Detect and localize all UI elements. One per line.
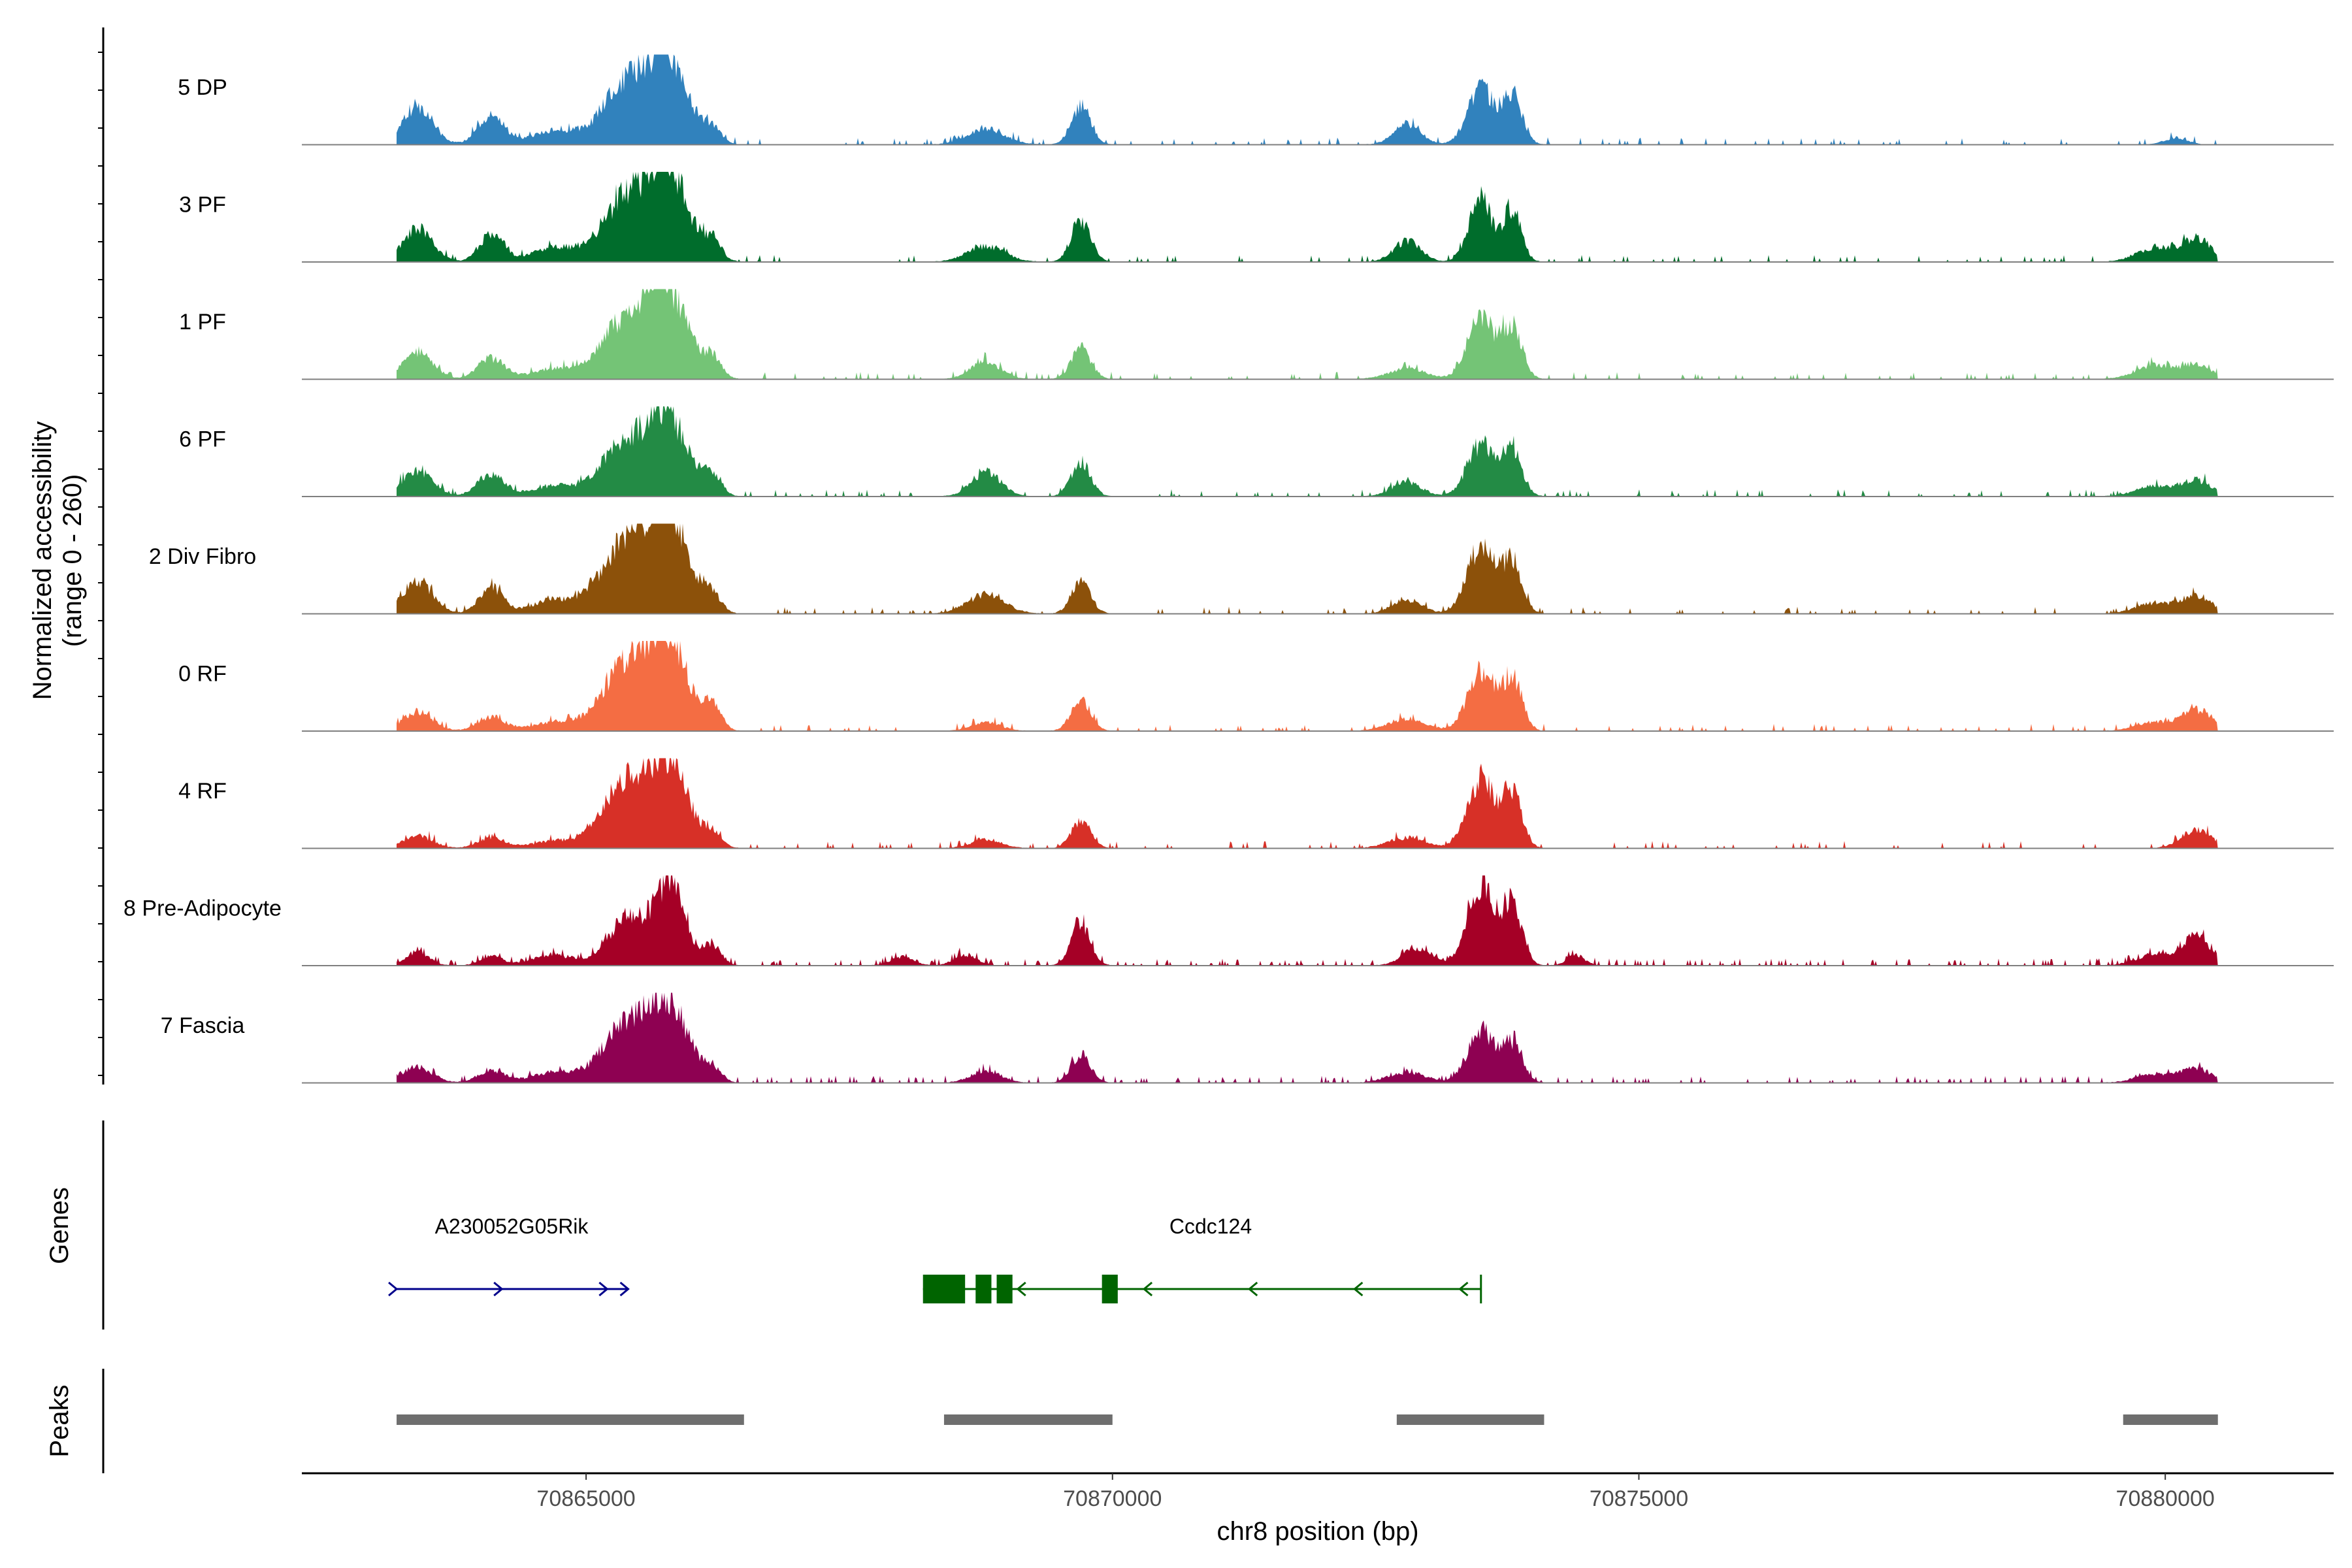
strand-arrow bbox=[493, 1281, 504, 1297]
coverage-area bbox=[397, 875, 2218, 966]
peak-region bbox=[2123, 1414, 2218, 1425]
coverage-area bbox=[397, 289, 2218, 380]
coverage-area bbox=[397, 172, 2218, 262]
peak-regions bbox=[397, 1414, 2218, 1425]
track-5-dp: 5 DP bbox=[178, 54, 2334, 146]
track-7-fascia: 7 Fascia bbox=[161, 992, 2334, 1084]
x-tick-label: 70870000 bbox=[1063, 1486, 1162, 1511]
coverage-tracks: 5 DP 3 PF 1 PF 6 PF 2 Div Fibro 0 RF 4 RF 8 Pre… bbox=[123, 54, 2334, 1084]
strand-arrow bbox=[619, 1281, 630, 1297]
y-axis-range: (range 0 - 260) bbox=[58, 474, 87, 647]
coverage-area bbox=[397, 54, 2218, 145]
gene-label: Ccdc124 bbox=[1169, 1215, 1252, 1238]
peaks-track-title: Peaks bbox=[45, 1384, 74, 1457]
x-tick-label: 70875000 bbox=[1590, 1486, 1688, 1511]
gene-exon bbox=[975, 1275, 992, 1303]
gene-a230052g05rik: A230052G05Rik bbox=[388, 1215, 630, 1297]
coverage-area bbox=[397, 758, 2218, 849]
gene-annotations: A230052G05Rik Ccdc124 bbox=[388, 1215, 1482, 1303]
gene-exon bbox=[1102, 1275, 1118, 1303]
gene-exon bbox=[923, 1275, 966, 1303]
track-4-rf: 4 RF bbox=[178, 758, 2334, 849]
coverage-area bbox=[397, 641, 2218, 731]
track-label: 4 RF bbox=[178, 779, 227, 804]
strand-arrow bbox=[1247, 1281, 1258, 1297]
coverage-area bbox=[397, 992, 2218, 1083]
peak-region bbox=[397, 1414, 744, 1425]
track-label: 8 Pre-Adipocyte bbox=[123, 896, 282, 921]
coverage-area bbox=[397, 406, 2218, 497]
strand-arrow bbox=[388, 1281, 399, 1297]
track-label: 2 Div Fibro bbox=[149, 544, 256, 569]
strand-arrow bbox=[1142, 1281, 1153, 1297]
track-2-div-fibro: 2 Div Fibro bbox=[149, 523, 2334, 615]
x-axis-title: chr8 position (bp) bbox=[1217, 1517, 1418, 1546]
track-1-pf: 1 PF bbox=[179, 289, 2334, 380]
gene-ccdc124: Ccdc124 bbox=[923, 1215, 1482, 1303]
strand-arrow bbox=[1016, 1281, 1026, 1297]
gene-exon bbox=[996, 1275, 1013, 1303]
track-label: 0 RF bbox=[178, 662, 227, 687]
track-label: 1 PF bbox=[179, 310, 226, 335]
track-label: 6 PF bbox=[179, 427, 226, 452]
coverage-area bbox=[397, 523, 2218, 614]
x-tick-label: 70865000 bbox=[536, 1486, 635, 1511]
genes-track-title: Genes bbox=[45, 1187, 74, 1264]
gene-label: A230052G05Rik bbox=[435, 1215, 589, 1238]
x-tick-label: 70880000 bbox=[2116, 1486, 2215, 1511]
peak-region bbox=[943, 1414, 1113, 1425]
track-6-pf: 6 PF bbox=[179, 406, 2334, 497]
track-3-pf: 3 PF bbox=[179, 172, 2334, 263]
y-axis-title: Normalized accessibility bbox=[28, 421, 57, 700]
track-8-pre-adipocyte: 8 Pre-Adipocyte bbox=[123, 875, 2334, 966]
strand-arrow bbox=[598, 1281, 609, 1297]
x-axis-ticks: 70865000 70870000 70875000 70880000 bbox=[536, 1473, 2215, 1511]
track-label: 7 Fascia bbox=[161, 1013, 245, 1038]
peak-region bbox=[1396, 1414, 1544, 1425]
track-label: 5 DP bbox=[178, 75, 227, 100]
track-0-rf: 0 RF bbox=[178, 641, 2334, 732]
strand-arrow bbox=[1458, 1281, 1469, 1297]
strand-arrow bbox=[1353, 1281, 1364, 1297]
track-label: 3 PF bbox=[179, 193, 226, 218]
coverage-y-ticks bbox=[98, 52, 103, 1076]
